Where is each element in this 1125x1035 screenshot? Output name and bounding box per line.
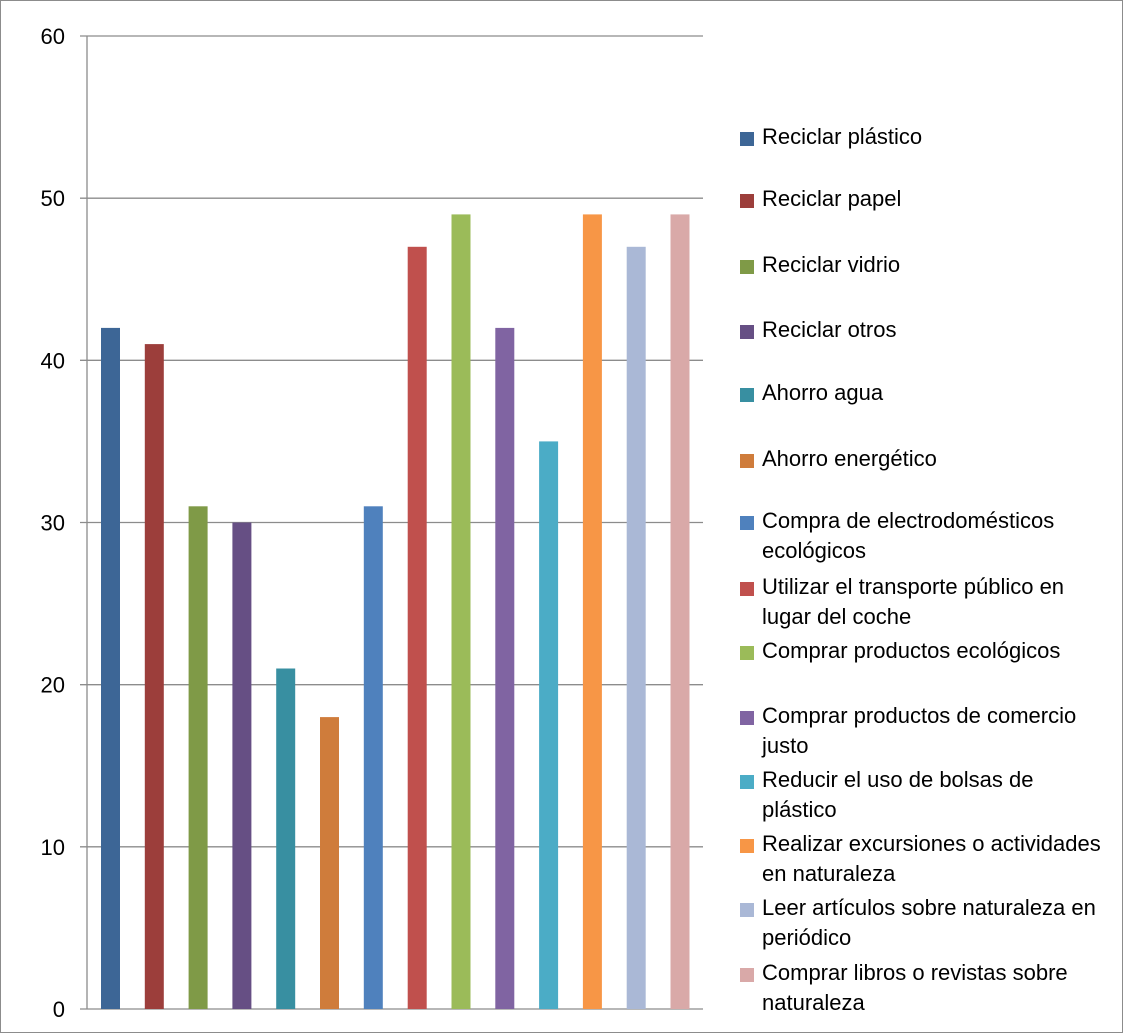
legend-item: Comprar productos ecológicos	[740, 636, 1112, 666]
legend-item: Ahorro agua	[740, 378, 1112, 408]
legend-item: Reciclar papel	[740, 184, 1112, 214]
legend-swatch	[740, 582, 754, 596]
legend-item: Reciclar vidrio	[740, 250, 1112, 280]
legend-label: Compra de electrodomésticos ecológicos	[762, 508, 1055, 563]
legend-swatch	[740, 325, 754, 339]
bar	[188, 506, 208, 1009]
bar	[582, 214, 602, 1009]
bar	[232, 522, 252, 1009]
legend-label: Comprar productos ecológicos	[762, 638, 1061, 663]
legend-label: Reciclar plástico	[762, 124, 923, 149]
legend-item: Reducir el uso de bolsas de plástico	[740, 765, 1112, 825]
legend-label: Ahorro agua	[762, 380, 884, 405]
legend-label: Leer artículos sobre naturaleza en perió…	[762, 895, 1096, 950]
legend-swatch	[740, 388, 754, 402]
legend-item: Comprar libros o revistas sobre naturale…	[740, 958, 1112, 1018]
bars	[101, 214, 690, 1010]
legend-swatch	[740, 775, 754, 789]
legend-item: Ahorro energético	[740, 444, 1112, 474]
legend-swatch	[740, 132, 754, 146]
bar	[407, 246, 427, 1010]
legend-label: Comprar libros o revistas sobre naturale…	[762, 960, 1068, 1015]
y-tick-label: 60	[41, 24, 65, 49]
legend-item: Reciclar otros	[740, 315, 1112, 345]
legend-item: Utilizar el transporte público en lugar …	[740, 572, 1112, 632]
legend-item: Reciclar plástico	[740, 122, 1112, 152]
legend-item: Realizar excursiones o actividades en na…	[740, 829, 1112, 889]
legend-swatch	[740, 260, 754, 274]
legend-label: Ahorro energético	[762, 446, 937, 471]
legend-label: Realizar excursiones o actividades en na…	[762, 831, 1101, 886]
legend-item: Leer artículos sobre naturaleza en perió…	[740, 893, 1112, 953]
legend-label: Reducir el uso de bolsas de plástico	[762, 767, 1034, 822]
bar	[626, 246, 646, 1010]
legend-label: Reciclar papel	[762, 186, 902, 211]
legend-label: Utilizar el transporte público en lugar …	[762, 574, 1065, 629]
legend-label: Reciclar vidrio	[762, 252, 901, 277]
bar	[363, 506, 383, 1009]
y-tick-label: 50	[41, 186, 65, 211]
bar	[276, 668, 296, 1009]
legend-swatch	[740, 839, 754, 853]
grid-lines	[80, 35, 703, 848]
bar	[144, 344, 164, 1010]
bar	[670, 214, 690, 1009]
legend: Reciclar plástico Reciclar papel Reciclar …	[740, 0, 1120, 1035]
legend-label: Comprar productos de comercio justo	[762, 703, 1077, 758]
y-tick-label: 30	[41, 511, 65, 536]
bar	[539, 441, 559, 1009]
y-tick-label: 0	[53, 997, 65, 1022]
legend-swatch	[740, 711, 754, 725]
legend-item: Compra de electrodomésticos ecológicos	[740, 506, 1112, 566]
legend-swatch	[740, 968, 754, 982]
legend-swatch	[740, 454, 754, 468]
bar	[320, 717, 339, 1009]
legend-label: Reciclar otros	[762, 317, 897, 342]
bar	[101, 327, 120, 1009]
y-tick-label: 10	[41, 835, 65, 860]
bar	[451, 214, 471, 1009]
y-axis-tick-labels: 0 10 20 30 40 50 60	[41, 24, 65, 1022]
legend-item: Comprar productos de comercio justo	[740, 701, 1112, 761]
y-tick-label: 40	[41, 348, 65, 373]
legend-swatch	[740, 516, 754, 530]
bar	[495, 327, 515, 1009]
legend-swatch	[740, 903, 754, 917]
legend-swatch	[740, 194, 754, 208]
legend-swatch	[740, 646, 754, 660]
y-tick-label: 20	[41, 673, 65, 698]
